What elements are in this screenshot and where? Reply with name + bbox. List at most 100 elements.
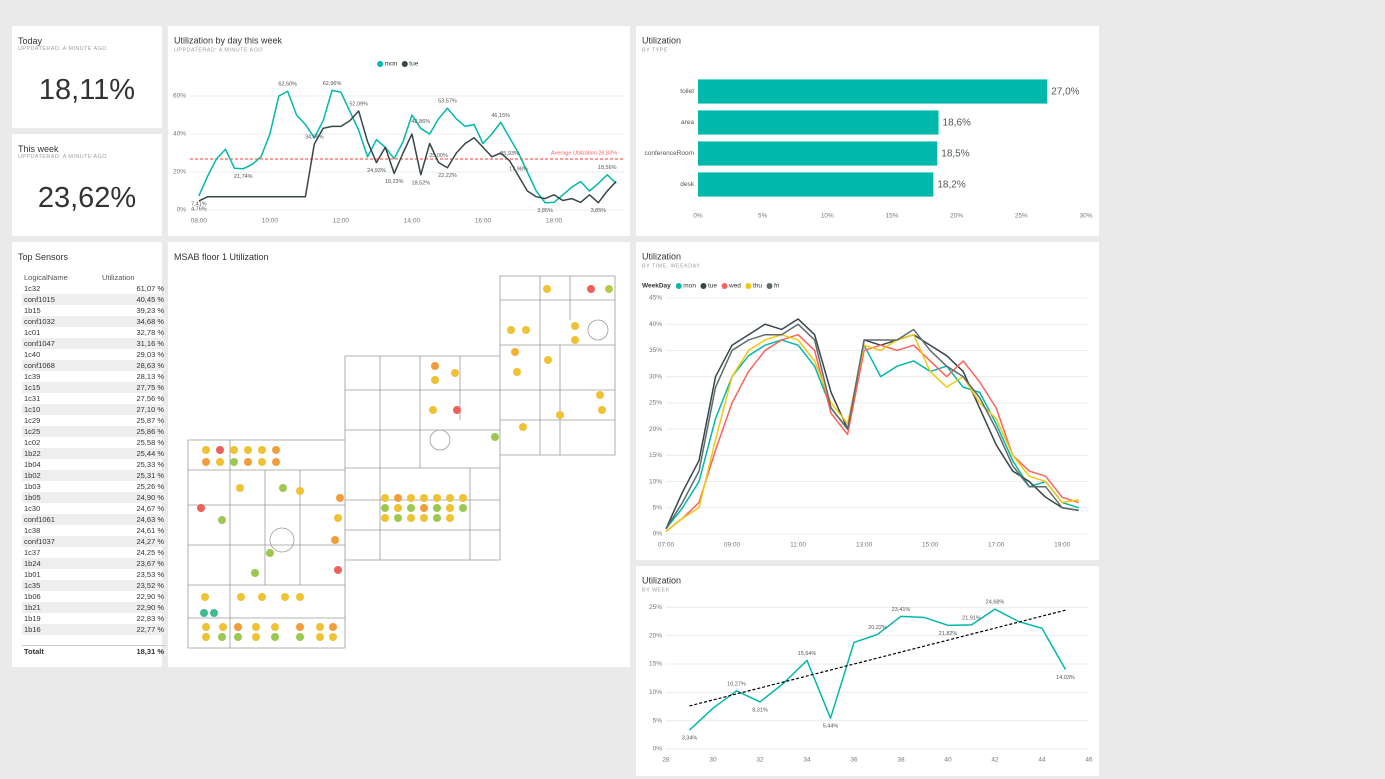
table-row: conf1047 31,16 % [22, 338, 166, 349]
card-title: This week [18, 144, 59, 154]
sensor-name: 1b16 [24, 625, 41, 634]
sensor-name: conf1037 [24, 537, 55, 546]
kpi-value: 23,62% [37, 182, 137, 214]
sensor-utilization: 25,26 % [136, 482, 164, 491]
sensor-name: 1c38 [24, 526, 41, 535]
table-row: 1b16 22,77 % [22, 624, 166, 635]
sensor-name: 1c30 [24, 504, 41, 513]
card-subtitle: UPPDATERAD: A MINUTE AGO [18, 154, 107, 160]
table-row: 1c15 27,75 % [22, 382, 166, 393]
sensor-name: 1b03 [24, 482, 41, 491]
sensor-name: 1c37 [24, 548, 41, 557]
table-tile: Top Sensors LogicalName Utilization 1c32… [12, 242, 166, 667]
chart-tile [636, 242, 1099, 560]
sensor-utilization: 24,63 % [136, 515, 164, 524]
sensor-utilization: 25,31 % [136, 471, 164, 480]
sensor-utilization: 27,75 % [136, 383, 164, 392]
chart-tile [636, 26, 1099, 236]
sensor-utilization: 24,67 % [136, 504, 164, 513]
sensor-name: 1b21 [24, 603, 41, 612]
table-row: 1c29 25,87 % [22, 415, 166, 426]
sensor-name: 1b01 [24, 570, 41, 579]
column-header: LogicalName [24, 273, 68, 282]
sensor-name: 1b02 [24, 471, 41, 480]
sensor-utilization: 39,23 % [136, 306, 164, 315]
table-row: conf1015 40,45 % [22, 294, 166, 305]
sensor-name: 1b15 [24, 306, 41, 315]
table-row: 1b06 22,90 % [22, 591, 166, 602]
sensor-name: 1c10 [24, 405, 41, 414]
sensor-utilization: 28,63 % [136, 361, 164, 370]
map-title: MSAB floor 1 Utilization [174, 252, 269, 262]
sensor-name: 1c02 [24, 438, 41, 447]
sensor-utilization: 34,68 % [136, 317, 164, 326]
sensor-utilization: 25,86 % [136, 427, 164, 436]
table-total: Totalt 18,31 % [22, 645, 166, 657]
table-row: 1b05 24,90 % [22, 492, 166, 503]
sensor-name: 1b19 [24, 614, 41, 623]
sensor-utilization: 25,87 % [136, 416, 164, 425]
kpi-card: Today UPPDATERAD: A MINUTE AGO 18,11% [12, 26, 162, 128]
table-title: Top Sensors [18, 252, 69, 262]
table-row: 1c10 27,10 % [22, 404, 166, 415]
table-row: 1b19 22,83 % [22, 613, 166, 624]
column-header: Utilization [102, 273, 135, 282]
table-row: 1b04 25,33 % [22, 459, 166, 470]
sensor-name: 1c39 [24, 372, 41, 381]
sensor-name: 1c15 [24, 383, 41, 392]
table-row: 1c35 23,52 % [22, 580, 166, 591]
table-row: conf1032 34,68 % [22, 316, 166, 327]
table-row: 1c39 28,13 % [22, 371, 166, 382]
table-row: 1b24 23,67 % [22, 558, 166, 569]
sensor-utilization: 22,90 % [136, 603, 164, 612]
sensor-utilization: 61,07 % [136, 284, 164, 293]
table-row: 1c30 24,67 % [22, 503, 166, 514]
table-row: 1c40 29,03 % [22, 349, 166, 360]
table-row: 1b03 25,26 % [22, 481, 166, 492]
map-tile: MSAB floor 1 Utilization [168, 242, 630, 667]
sensor-name: 1c31 [24, 394, 41, 403]
sensor-name: 1c29 [24, 416, 41, 425]
sensor-utilization: 22,90 % [136, 592, 164, 601]
sensor-utilization: 25,58 % [136, 438, 164, 447]
table-row: 1b21 22,90 % [22, 602, 166, 613]
table-row: 1c37 24,25 % [22, 547, 166, 558]
sensor-name: 1c25 [24, 427, 41, 436]
sensor-utilization: 22,77 % [136, 625, 164, 634]
sensor-utilization: 40,45 % [136, 295, 164, 304]
table-row: 1c31 27,56 % [22, 393, 166, 404]
total-value: 18,31 % [136, 647, 164, 656]
table-row: 1b01 23,53 % [22, 569, 166, 580]
card-subtitle: UPPDATERAD: A MINUTE AGO [18, 46, 107, 52]
table-row: 1b02 25,31 % [22, 470, 166, 481]
sensor-utilization: 24,61 % [136, 526, 164, 535]
sensor-utilization: 24,27 % [136, 537, 164, 546]
sensor-name: 1c35 [24, 581, 41, 590]
total-label: Totalt [24, 647, 44, 656]
table-row: 1c25 25,86 % [22, 426, 166, 437]
sensor-name: conf1032 [24, 317, 55, 326]
table-header: LogicalName Utilization [22, 272, 166, 283]
sensor-utilization: 25,33 % [136, 460, 164, 469]
table-row: 1b22 25,44 % [22, 448, 166, 459]
sensor-utilization: 23,53 % [136, 570, 164, 579]
sensor-name: 1b24 [24, 559, 41, 568]
sensor-name: 1b04 [24, 460, 41, 469]
sensor-utilization: 25,44 % [136, 449, 164, 458]
sensor-utilization: 27,56 % [136, 394, 164, 403]
table-row: 1b15 39,23 % [22, 305, 166, 316]
chart-tile [168, 26, 630, 236]
sensor-name: conf1015 [24, 295, 55, 304]
sensor-name: 1b22 [24, 449, 41, 458]
table-row: 1c38 24,61 % [22, 525, 166, 536]
table-row: 1c32 61,07 % [22, 283, 166, 294]
sensor-utilization: 31,16 % [136, 339, 164, 348]
table-row: conf1037 24,27 % [22, 536, 166, 547]
sensor-utilization: 22,83 % [136, 614, 164, 623]
sensor-name: conf1061 [24, 515, 55, 524]
kpi-card: This week UPPDATERAD: A MINUTE AGO 23,62… [12, 134, 162, 236]
table-row: 1c01 32,78 % [22, 327, 166, 338]
sensor-utilization: 24,90 % [136, 493, 164, 502]
sensor-utilization: 24,25 % [136, 548, 164, 557]
